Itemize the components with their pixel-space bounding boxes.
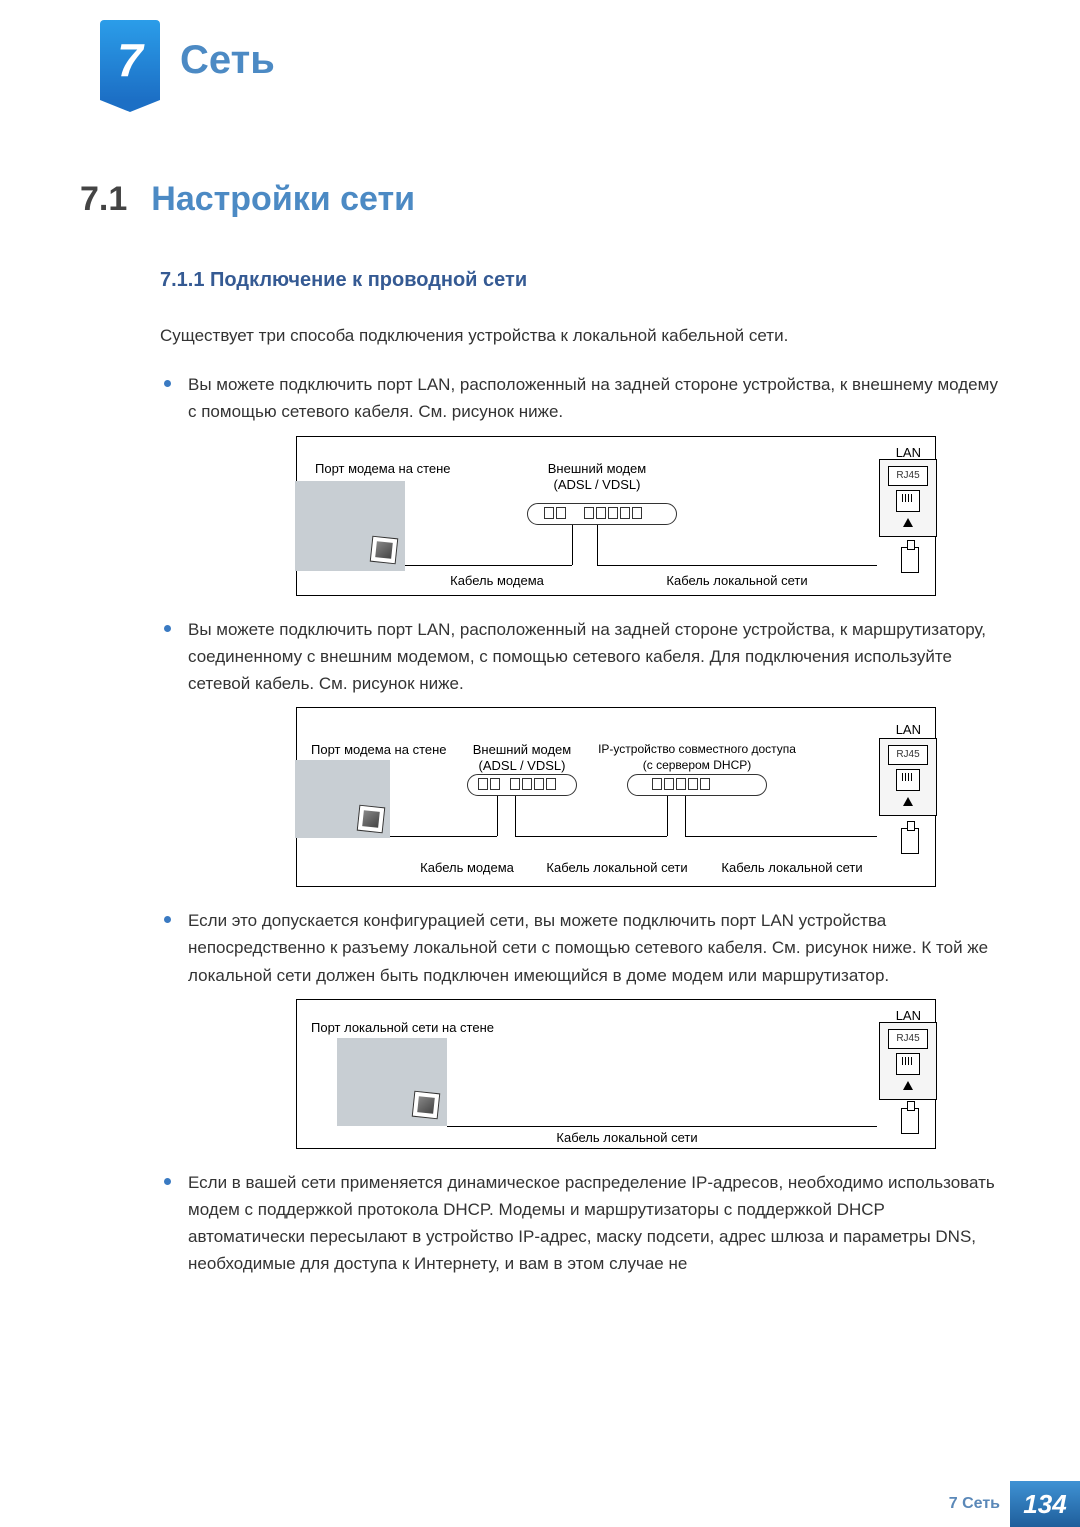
label-wall-port-lan: Порт локальной сети на стене (311, 1018, 494, 1039)
label-wall-port: Порт модема на стене (315, 459, 451, 480)
label-dhcp: (с сервером DHCP) (643, 756, 752, 775)
wall-port-icon (337, 1038, 447, 1126)
label-rj45: RJ45 (888, 466, 928, 486)
chapter-title: Сеть (180, 38, 275, 83)
label-lan-cable: Кабель локальной сети (721, 858, 862, 879)
list-item: Вы можете подключить порт LAN, расположе… (160, 616, 1000, 888)
arrow-up-icon (903, 1081, 913, 1090)
label-modem-cable: Кабель модема (420, 858, 514, 879)
diagram-2: Порт модема на стене Внешний модем (ADSL… (296, 707, 936, 887)
modem-icon (467, 774, 577, 796)
list-item: Вы можете подключить порт LAN, расположе… (160, 371, 1000, 595)
arrow-up-icon (903, 797, 913, 806)
wall-port-icon (295, 481, 405, 571)
cable-plug-icon (901, 547, 919, 573)
section-title: Настройки сети (151, 180, 415, 219)
subsection-title: 7.1.1 Подключение к проводной сети (160, 269, 527, 291)
router-icon (627, 774, 767, 796)
chapter-tab: 7 (100, 20, 160, 100)
footer-page-number: 134 (1010, 1481, 1080, 1527)
lan-panel: RJ45 (879, 1022, 937, 1100)
diagram-3: Порт локальной сети на стене LAN RJ45 Ка… (296, 999, 936, 1149)
label-wall-port: Порт модема на стене (311, 740, 447, 761)
diagram-1: Порт модема на стене Внешний модем (ADSL… (296, 436, 936, 596)
label-lan-cable: Кабель локальной сети (556, 1128, 697, 1149)
bullet-text: Вы можете подключить порт LAN, расположе… (188, 620, 986, 693)
label-modem-cable: Кабель модема (450, 571, 544, 592)
bullet-text: Если в вашей сети применяется динамическ… (188, 1173, 995, 1274)
label-rj45: RJ45 (888, 1029, 928, 1049)
chapter-number: 7 (100, 20, 160, 100)
rj45-jack-icon (896, 1053, 920, 1075)
label-lan-cable: Кабель локальной сети (546, 858, 687, 879)
bullet-text: Вы можете подключить порт LAN, расположе… (188, 375, 998, 421)
rj45-jack-icon (896, 490, 920, 512)
cable-plug-icon (901, 828, 919, 854)
arrow-up-icon (903, 518, 913, 527)
list-item: Если в вашей сети применяется динамическ… (160, 1169, 1000, 1278)
page-footer: 7 Сеть 134 (0, 1481, 1080, 1527)
bullet-list: Вы можете подключить порт LAN, расположе… (160, 371, 1000, 1277)
chapter-header: 7 Сеть (100, 20, 275, 100)
rj45-jack-icon (896, 769, 920, 791)
label-rj45: RJ45 (888, 745, 928, 765)
cable-plug-icon (901, 1108, 919, 1134)
subsection-heading: 7.1.1 Подключение к проводной сети (160, 269, 1000, 292)
bullet-text: Если это допускается конфигурацией сети,… (188, 911, 988, 984)
modem-icon (527, 503, 677, 525)
label-lan-cable: Кабель локальной сети (666, 571, 807, 592)
page-content: 7.1 Настройки сети 7.1.1 Подключение к п… (80, 180, 1000, 1291)
lan-panel: RJ45 (879, 738, 937, 816)
wall-port-icon (295, 760, 390, 838)
section-number: 7.1 (80, 180, 127, 219)
lan-panel: RJ45 (879, 459, 937, 537)
intro-paragraph: Существует три способа подключения устро… (160, 322, 1000, 349)
label-adsl: (ADSL / VDSL) (554, 475, 641, 496)
footer-section-label: 7 Сеть (949, 1495, 1000, 1513)
list-item: Если это допускается конфигурацией сети,… (160, 907, 1000, 1149)
section-heading: 7.1 Настройки сети (80, 180, 1000, 219)
